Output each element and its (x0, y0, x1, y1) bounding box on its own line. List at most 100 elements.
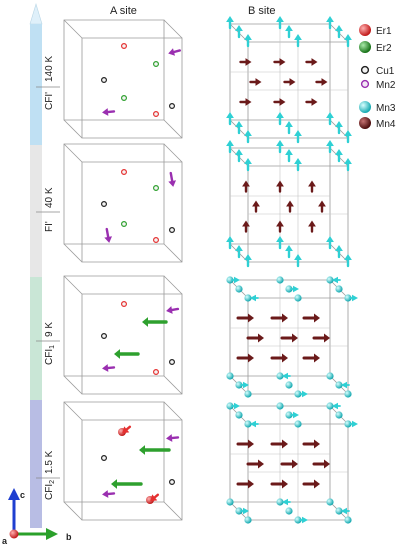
mn2-moment-head (102, 108, 109, 116)
mn4-moment (249, 78, 262, 86)
mn4-moment-head (314, 313, 320, 323)
temperature-bar: 140 K 40 K 9 K 1.5 K CFI' FI' CFI1 CFI2 (29, 2, 60, 528)
cu1-atom (169, 359, 176, 366)
er2-swatch (359, 41, 371, 53)
mn3-moment (335, 245, 343, 259)
mn3-atom (226, 498, 234, 506)
mn3-atom (326, 276, 334, 284)
mn4-moment (276, 180, 284, 193)
mn4-moment-head (282, 439, 288, 449)
mn4-moment-head (318, 200, 326, 207)
mn2-moment (102, 108, 116, 116)
mn3-moment-head (226, 112, 234, 118)
mn3-atom (226, 276, 234, 284)
er1-atom (120, 42, 127, 49)
mn4-moment (236, 439, 254, 449)
mn4-moment-head (292, 459, 298, 469)
cube-edge (63, 119, 83, 139)
mn3-moment (282, 372, 291, 380)
mn3-moment (235, 121, 243, 135)
mn4-moment-head (248, 439, 254, 449)
mn3-moment-head (226, 140, 234, 146)
mn3-moment (335, 149, 343, 163)
cube-edge (163, 243, 183, 263)
mn3-moment (244, 34, 252, 48)
mn4-moment-head (282, 479, 288, 489)
mn3-atom (344, 420, 352, 428)
mn2-moment (168, 171, 177, 187)
svg-text:Cu1: Cu1 (376, 66, 395, 77)
mn3-atom (326, 498, 334, 506)
c-axis-label: c (20, 490, 25, 500)
mn3-moment-head (250, 294, 256, 302)
mn3-moment (344, 130, 352, 144)
mn3-moment-head (335, 25, 343, 31)
mn4-moment (312, 459, 330, 469)
cube-edge (163, 143, 183, 163)
mn3-moment-head (244, 254, 252, 260)
mn4-moment-head (282, 313, 288, 323)
mn4-moment-head (324, 333, 330, 343)
er1-swatch (359, 24, 371, 36)
mn4-moment (236, 313, 254, 323)
mn3-moment-head (276, 16, 284, 22)
mn4-moment-head (289, 78, 296, 86)
a-site-cell-4 (63, 401, 183, 521)
mn3-atom (335, 381, 343, 389)
mn3-moment (326, 140, 334, 154)
legend: Er1 Er2 Cu1 Mn2 Mn3 Mn4 (359, 24, 396, 130)
mn3-moment-head (226, 236, 234, 242)
mn3-moment-head (250, 420, 256, 428)
mn3-moment (326, 112, 334, 126)
mn4-moment (280, 333, 298, 343)
mn4-moment (270, 353, 288, 363)
mn3-moment-head (335, 121, 343, 127)
b-site-cell-2 (226, 140, 352, 268)
mn2-moment (166, 434, 180, 442)
mn3-moment (250, 420, 259, 428)
legend-item-er2: Er2 (359, 41, 392, 54)
mn3-moment (235, 149, 243, 163)
mn4-moment (246, 333, 264, 343)
b-axis-label: b (66, 532, 72, 542)
cube-edge (63, 19, 83, 39)
mn4-moment-head (292, 333, 298, 343)
mn3-moment (349, 294, 358, 302)
mn3-moment (344, 34, 352, 48)
mn3-atom (244, 294, 252, 302)
mn3-atom (335, 285, 343, 293)
mn2-moment-head (168, 48, 176, 56)
a-site-cell-2 (63, 143, 183, 263)
mn3-moment-head (243, 381, 249, 389)
mn3-moment-head (294, 254, 302, 260)
mn3-moment (250, 294, 259, 302)
mn3-moment (326, 236, 334, 250)
mn3-moment (226, 236, 234, 250)
mn2-swatch (360, 79, 370, 89)
a-axis-dot (9, 529, 19, 539)
mn3-moment-head (341, 381, 347, 389)
cu1-atom (100, 455, 107, 462)
er1-moment-head (122, 426, 130, 434)
mn4-swatch (359, 117, 371, 129)
mn3-atom (344, 516, 352, 524)
mn4-moment (270, 439, 288, 449)
temp-label-40k: 40 K (44, 187, 55, 208)
legend-item-mn2: Mn2 (360, 79, 396, 91)
er1-atom (120, 301, 127, 308)
mn4-moment-head (248, 313, 254, 323)
cube-edge (163, 275, 183, 295)
mn4-moment (273, 98, 286, 106)
mn3-moment (276, 16, 284, 30)
svg-text:Mn2: Mn2 (376, 80, 396, 91)
mn3-atom (235, 285, 243, 293)
mn4-moment-head (245, 98, 252, 106)
er2-atom (153, 60, 160, 67)
mn3-moment (226, 16, 234, 30)
mn4-moment-head (242, 220, 250, 227)
segment-cfi2 (30, 400, 42, 528)
cube-edge (63, 275, 83, 295)
mn3-moment (240, 381, 249, 389)
mn3-moment-head (335, 149, 343, 155)
